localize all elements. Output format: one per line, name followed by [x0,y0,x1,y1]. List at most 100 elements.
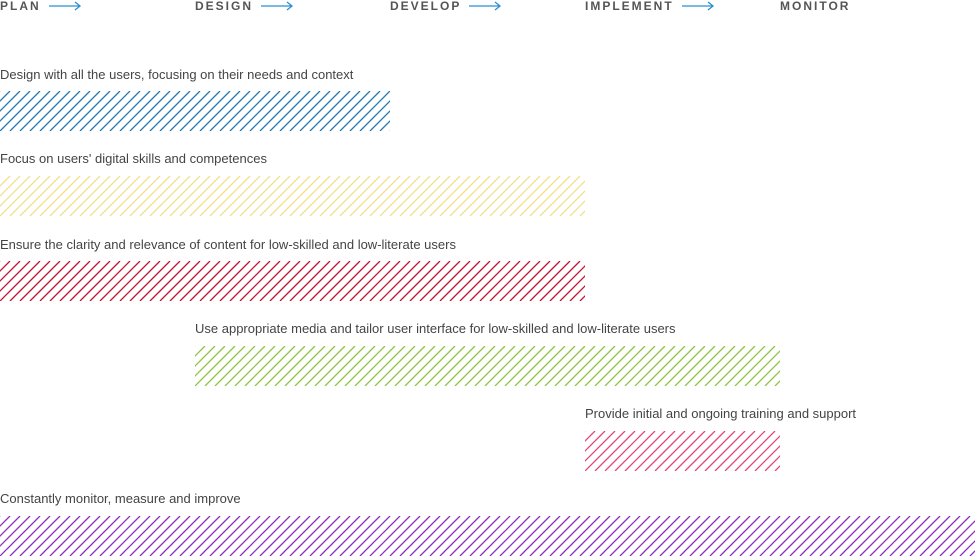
hatch-line [724,431,766,471]
hatch-line [0,91,11,102]
hatch-line [349,261,391,301]
hatch-line [664,346,706,386]
hatch-line [789,516,831,556]
hatch-line [0,516,11,527]
hatch-line [754,445,780,471]
hatch-line [879,516,921,556]
hatch-line [159,516,201,556]
hatch-line [319,91,361,131]
hatch-line [119,91,161,131]
hatch-line [899,516,941,556]
hatch-line [369,176,411,216]
hatch-line [729,516,771,556]
hatch-line [389,516,431,556]
hatch-line [449,516,491,556]
hatch-line [494,346,536,386]
hatch-line [69,516,111,556]
hatch-line [949,530,975,556]
hatch-line [439,261,481,301]
hatch-line [419,261,461,301]
hatch-line [159,261,201,301]
hatch-line [585,431,596,442]
hatch-line [249,516,291,556]
hatch-line [99,91,141,131]
hatch-line [559,275,585,301]
hatch-line [29,516,71,556]
hatch-line [0,91,21,112]
hatch-line [739,516,781,556]
hatch-line [329,261,371,301]
hatch-line [359,516,401,556]
hatch-line [214,346,256,386]
hatch-line [279,261,321,301]
hatch-line [769,516,811,556]
hatch-line [159,91,201,131]
hatch-line [289,516,331,556]
hatch-line [349,516,391,556]
arrow-right-icon [48,1,81,11]
hatch-line [849,516,891,556]
hatch-line [259,516,301,556]
hatch-line [604,431,646,471]
hatch-line [714,346,756,386]
hatch-line [644,431,686,471]
hatch-line [584,346,626,386]
hatch-line [19,91,61,131]
hatch-line [199,261,241,301]
hatch-line [399,261,441,301]
hatch-line [464,346,506,386]
hatch-line [9,91,51,131]
hatch-line [9,516,51,556]
hatch-line [389,176,431,216]
hatch-line [49,516,91,556]
hatch-line [269,261,311,301]
hatch-line [0,91,41,131]
hatch-line [109,91,151,131]
phase-develop-label: DEVELOP [390,0,462,13]
hatch-line [449,176,491,216]
hatch-line [99,516,141,556]
hatch-line [509,516,551,556]
hatch-line [204,346,246,386]
hatch-line [429,261,471,301]
hatch-line [479,516,521,556]
hatch-line [559,516,601,556]
hatch-line [379,120,390,131]
hatch-line [0,176,11,187]
hatch-line [239,516,281,556]
hatch-line [309,516,351,556]
hatch-line [364,346,406,386]
hatch-line [554,346,596,386]
hatch-line [19,176,61,216]
hatch-line [359,261,401,301]
hatch-line [419,516,461,556]
hatch-line [109,176,151,216]
hatch-line [869,516,911,556]
hatch-line [89,261,131,301]
row-label-digital-skills: Focus on users' digital skills and compe… [0,151,267,166]
hatch-line [749,516,791,556]
hatch-line [259,176,301,216]
hatch-line [659,516,701,556]
hatch-line [519,516,561,556]
hatch-line [599,516,641,556]
hatch-line [809,516,851,556]
hatch-line [799,516,841,556]
hatch-line [169,516,211,556]
hatch-line [359,176,401,216]
hatch-line [744,350,780,386]
hatch-line [179,176,221,216]
hatch-line [539,261,581,301]
hatch-line [69,261,111,301]
hatch-line [189,516,231,556]
hatch-line [819,516,861,556]
hatch-line [9,176,51,216]
hatch-line [909,516,951,556]
hatch-line [929,516,971,556]
hatch-line [644,346,686,386]
hatch-line [264,346,306,386]
arrow-right-icon [681,1,714,11]
hatch-line [534,346,576,386]
hatch-line [209,176,251,216]
hatch-line [199,91,241,131]
